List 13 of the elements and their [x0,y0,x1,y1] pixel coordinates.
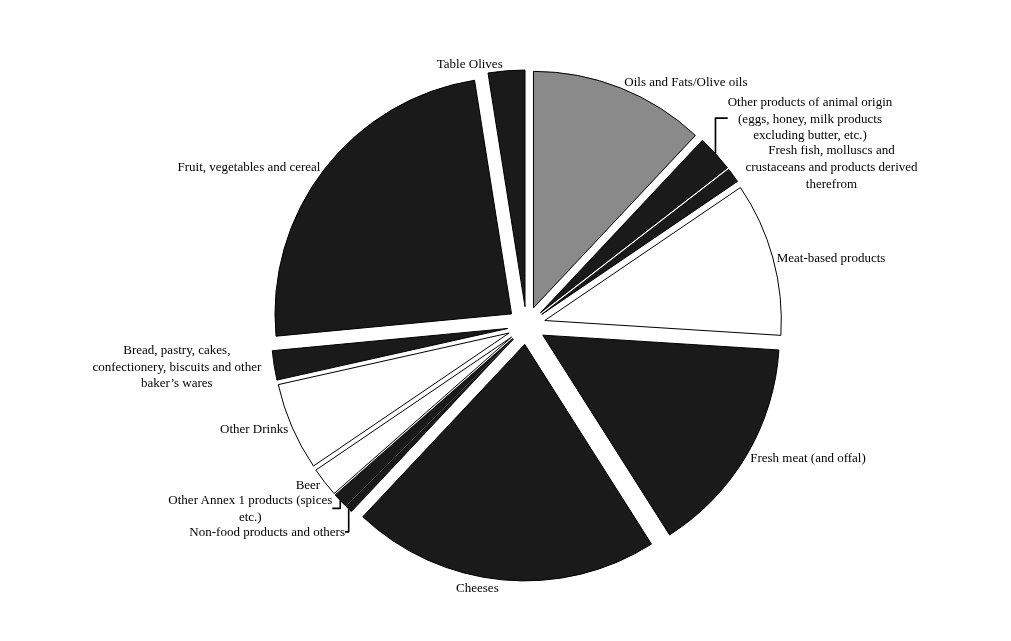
slice-label: Other products of animal origin (eggs, honey, milk products excluding butter, etc.) [727,93,893,143]
slice-label: Table Olives [436,55,503,71]
slice-label: Oils and Fats/Olive oils [624,73,748,89]
slice-label: Beer [295,477,321,493]
slice-label: Fruit, vegetables and cereal [177,158,321,174]
slice-label: Other Drinks [220,420,289,436]
slice-label: Cheeses [456,579,499,595]
slice-label: Fresh fish, molluscs and crustaceans and products derived therefrom [745,142,919,192]
slice-label: Non-food products and others [189,524,345,540]
slice-label: Bread, pastry, cakes, confectionery, biscuits and other baker’s wares [92,341,262,391]
slice-label: Meat-based products [776,250,886,266]
slice-label: Fresh meat (and offal) [750,450,866,465]
slice-label: Other Annex 1 products (spices etc.) [168,492,333,525]
